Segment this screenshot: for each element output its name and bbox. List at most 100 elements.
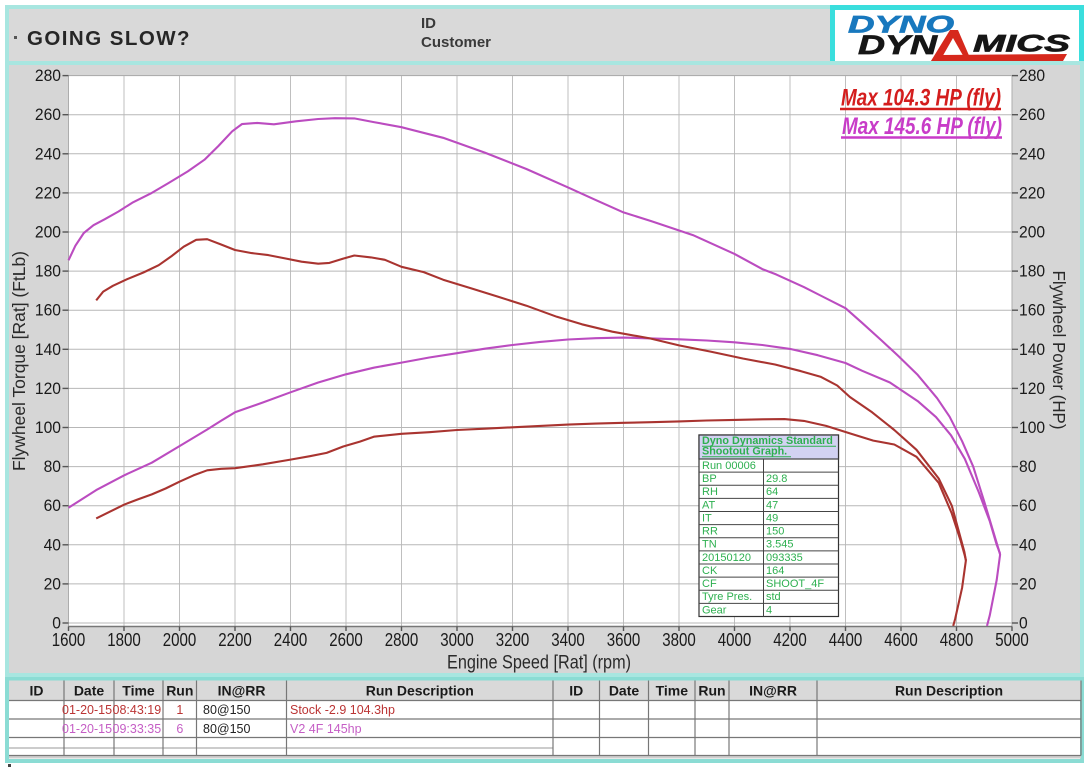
svg-text:2000: 2000	[163, 630, 197, 650]
svg-text:60: 60	[1019, 497, 1036, 515]
svg-text:4400: 4400	[829, 630, 863, 650]
svg-text:80: 80	[1019, 458, 1036, 476]
svg-text:Date: Date	[74, 683, 105, 699]
svg-text:Max 145.6 HP (fly): Max 145.6 HP (fly)	[842, 113, 1002, 140]
svg-text:Time: Time	[122, 683, 155, 699]
svg-text:ID: ID	[569, 683, 583, 699]
svg-text:Max 104.3 HP (fly): Max 104.3 HP (fly)	[841, 85, 1001, 112]
svg-text:RH: RH	[702, 486, 718, 498]
svg-text:1800: 1800	[107, 630, 141, 650]
svg-text:240: 240	[35, 145, 61, 163]
svg-text:Shootout Graph.: Shootout Graph.	[702, 446, 787, 458]
svg-text:200: 200	[35, 224, 61, 242]
svg-text:120: 120	[1019, 380, 1045, 398]
svg-text:Run 00006: Run 00006	[702, 460, 756, 472]
svg-text:CK: CK	[702, 565, 718, 577]
svg-text:Date: Date	[609, 683, 640, 699]
svg-text:140: 140	[1019, 341, 1045, 359]
svg-text:Gear: Gear	[702, 604, 727, 616]
svg-text:MICS: MICS	[973, 31, 1071, 58]
svg-text:280: 280	[35, 67, 61, 85]
svg-text:60: 60	[44, 497, 61, 515]
svg-text:AT: AT	[702, 499, 716, 511]
svg-text:09:33:35: 09:33:35	[113, 722, 162, 736]
svg-text:3600: 3600	[607, 630, 641, 650]
svg-text:80@150: 80@150	[203, 703, 250, 717]
svg-text:20: 20	[1019, 575, 1036, 593]
svg-text:01-20-15: 01-20-15	[62, 722, 112, 736]
svg-text:100: 100	[1019, 419, 1045, 437]
svg-text:Run: Run	[698, 683, 725, 699]
svg-text:160: 160	[1019, 302, 1045, 320]
svg-text:4600: 4600	[884, 630, 918, 650]
svg-text:180: 180	[1019, 263, 1045, 281]
svg-text:220: 220	[1019, 184, 1045, 202]
svg-text:V2 4F 145hp: V2 4F 145hp	[290, 722, 362, 736]
svg-text:3800: 3800	[662, 630, 696, 650]
svg-text:160: 160	[35, 302, 61, 320]
svg-text:IN@RR: IN@RR	[749, 683, 797, 699]
svg-text:40: 40	[1019, 536, 1036, 554]
svg-text:1: 1	[176, 703, 183, 717]
svg-text:DYN: DYN	[858, 30, 938, 60]
svg-text:Stock -2.9 104.3hp: Stock -2.9 104.3hp	[290, 703, 395, 717]
svg-text:164: 164	[766, 565, 784, 577]
svg-text:64: 64	[766, 486, 778, 498]
svg-text:Flywheel Power (HP): Flywheel Power (HP)	[1049, 271, 1069, 430]
svg-text:200: 200	[1019, 224, 1045, 242]
svg-text:3000: 3000	[440, 630, 474, 650]
svg-text:ID: ID	[30, 683, 44, 699]
svg-text:Run: Run	[166, 683, 193, 699]
svg-text:2600: 2600	[329, 630, 363, 650]
svg-text:3.545: 3.545	[766, 539, 794, 551]
svg-text:47: 47	[766, 499, 778, 511]
svg-text:100: 100	[35, 419, 61, 437]
svg-text:6: 6	[176, 722, 183, 736]
svg-text:120: 120	[35, 380, 61, 398]
svg-text:08:43:19: 08:43:19	[113, 703, 162, 717]
svg-text:CF: CF	[702, 578, 717, 590]
svg-text:260: 260	[35, 106, 61, 124]
svg-text:150: 150	[766, 526, 784, 538]
svg-text:220: 220	[35, 184, 61, 202]
svg-text:1600: 1600	[52, 630, 86, 650]
svg-text:Time: Time	[656, 683, 689, 699]
svg-text:SHOOT_4F: SHOOT_4F	[766, 578, 824, 590]
svg-text:IN@RR: IN@RR	[218, 683, 266, 699]
svg-text:80: 80	[44, 458, 61, 476]
svg-text:Tyre Pres.: Tyre Pres.	[702, 591, 752, 603]
svg-text:Engine Speed [Rat] (rpm): Engine Speed [Rat] (rpm)	[447, 652, 631, 674]
svg-text:29.8: 29.8	[766, 473, 787, 485]
svg-text:DYNO: DYNO	[848, 12, 955, 39]
svg-text:180: 180	[35, 263, 61, 281]
svg-text:20150120: 20150120	[702, 552, 751, 564]
svg-text:093335: 093335	[766, 552, 803, 564]
svg-text:4000: 4000	[718, 630, 752, 650]
svg-text:4200: 4200	[773, 630, 807, 650]
svg-text:0: 0	[52, 615, 61, 633]
svg-text:4: 4	[766, 604, 772, 616]
svg-text:RR: RR	[702, 526, 718, 538]
svg-text:Run Description: Run Description	[366, 683, 474, 699]
svg-text:280: 280	[1019, 67, 1045, 85]
svg-text:20: 20	[44, 575, 61, 593]
svg-text:2200: 2200	[218, 630, 252, 650]
svg-text:2800: 2800	[385, 630, 419, 650]
svg-text:01-20-15: 01-20-15	[62, 703, 112, 717]
svg-text:260: 260	[1019, 106, 1045, 124]
svg-text:40: 40	[44, 536, 61, 554]
svg-text:240: 240	[1019, 145, 1045, 163]
svg-text:5000: 5000	[995, 630, 1029, 650]
svg-text:Dyno Dynamics Standard: Dyno Dynamics Standard	[702, 435, 833, 447]
svg-text:140: 140	[35, 341, 61, 359]
svg-text:Run Description: Run Description	[895, 683, 1003, 699]
svg-text:3400: 3400	[551, 630, 585, 650]
svg-text:80@150: 80@150	[203, 722, 250, 736]
svg-text:4800: 4800	[940, 630, 974, 650]
svg-text:49: 49	[766, 512, 778, 524]
svg-text:IT: IT	[702, 512, 712, 524]
svg-text:2400: 2400	[274, 630, 308, 650]
svg-text:0: 0	[1019, 615, 1028, 633]
svg-text:BP: BP	[702, 473, 717, 485]
svg-text:Flywheel Torque [Rat] (FtLb): Flywheel Torque [Rat] (FtLb)	[9, 251, 29, 471]
